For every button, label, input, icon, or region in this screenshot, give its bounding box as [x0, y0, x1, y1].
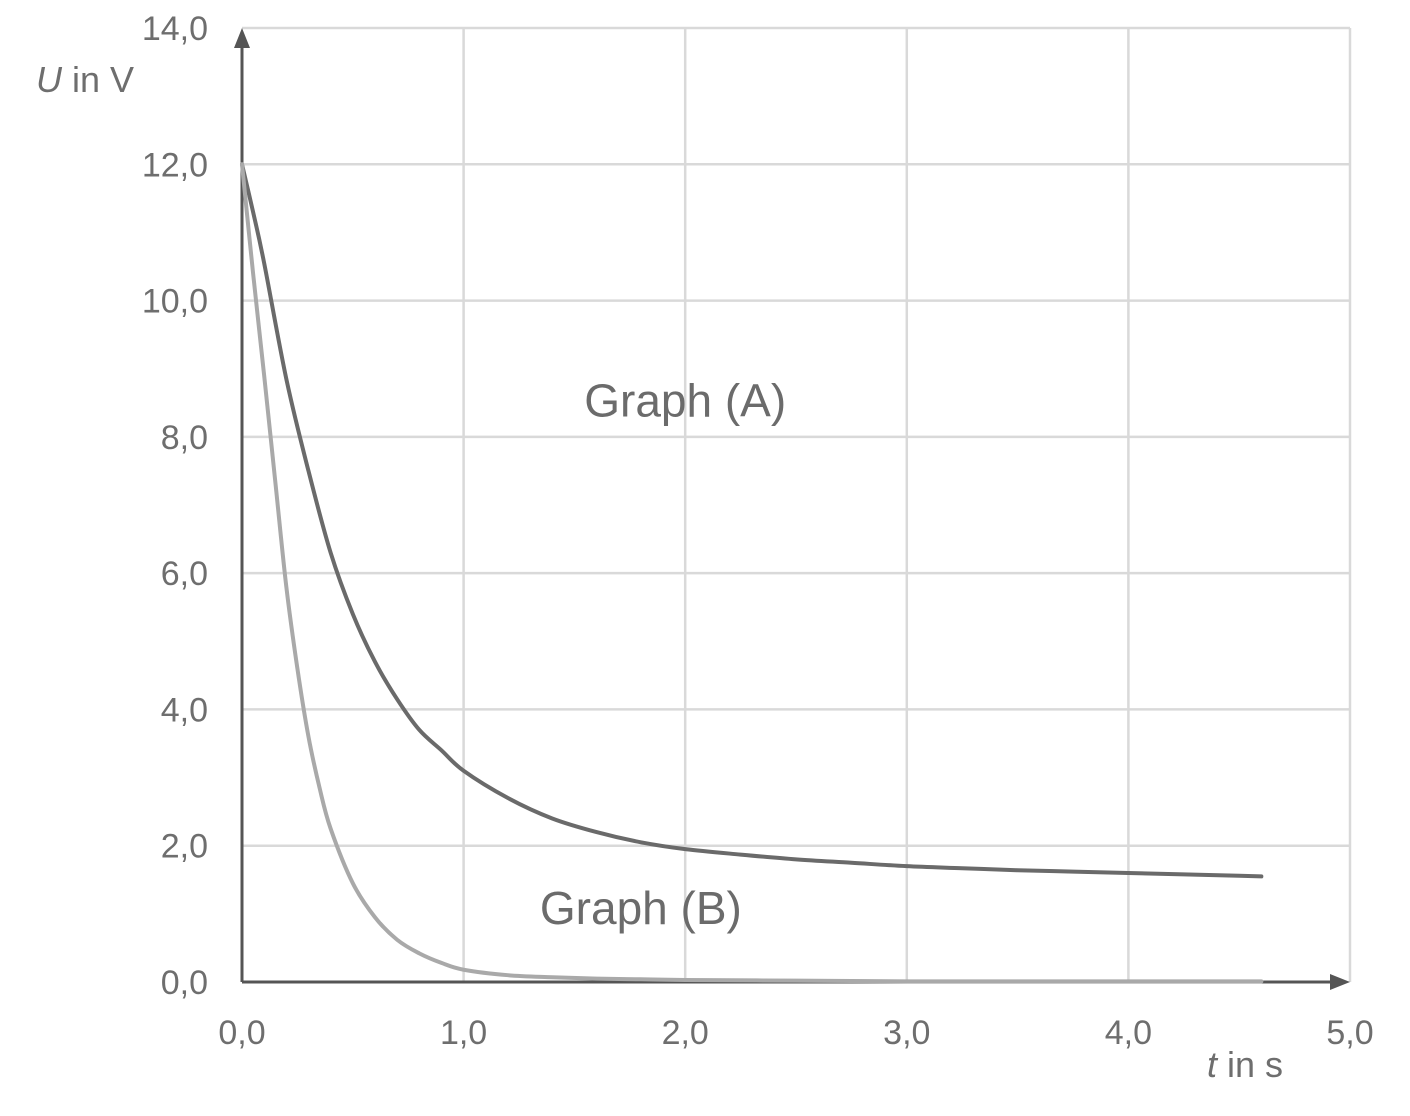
y-tick-label: 0,0 — [161, 964, 208, 1002]
series-line-b — [240, 162, 1264, 984]
x-tick-label: 0,0 — [218, 1014, 265, 1052]
annotations: Graph (A) Graph (B) — [540, 374, 786, 934]
series — [240, 162, 1264, 984]
x-tick-label: 1,0 — [440, 1014, 487, 1052]
series-annotation-b: Graph (B) — [540, 882, 742, 934]
series-annotation-a: Graph (A) — [584, 374, 786, 426]
y-tick-labels: 0,0 2,0 4,0 6,0 8,0 10,0 12,0 14,0 — [142, 10, 208, 1002]
y-tick-label: 4,0 — [161, 691, 208, 729]
x-axis-unit: in s — [1217, 1044, 1283, 1085]
x-tick-label: 5,0 — [1326, 1014, 1373, 1052]
grid — [242, 26, 1352, 982]
x-axis-variable: t — [1207, 1044, 1219, 1085]
y-axis-unit: in V — [62, 59, 134, 100]
y-axis-variable: U — [36, 59, 63, 100]
x-axis-label: t in s — [1207, 1044, 1283, 1085]
x-tick-label: 2,0 — [662, 1014, 709, 1052]
y-tick-label: 10,0 — [142, 283, 208, 321]
x-tick-label: 4,0 — [1105, 1014, 1152, 1052]
y-tick-label: 8,0 — [161, 419, 208, 457]
y-tick-label: 12,0 — [142, 146, 208, 184]
x-tick-labels: 0,0 1,0 2,0 3,0 4,0 5,0 — [218, 1014, 1373, 1052]
y-axis-label: U in V — [36, 59, 134, 100]
y-tick-label: 6,0 — [161, 555, 208, 593]
y-axis-arrow — [234, 28, 250, 48]
x-tick-label: 3,0 — [883, 1014, 930, 1052]
y-tick-label: 14,0 — [142, 10, 208, 48]
series-line-a — [240, 162, 1264, 879]
y-tick-label: 2,0 — [161, 828, 208, 866]
x-axis-arrow — [1330, 974, 1350, 990]
